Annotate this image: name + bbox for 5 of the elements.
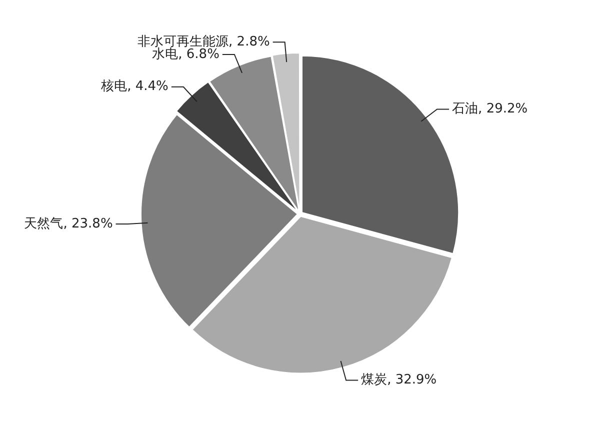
slice-label: 天然气, 23.8% <box>24 216 113 232</box>
slice-label: 煤炭, 32.9% <box>361 372 437 388</box>
slice-label: 石油, 29.2% <box>452 102 528 117</box>
slice-label: 水电, 6.8% <box>152 46 220 62</box>
slice-label: 核电, 4.4% <box>100 79 168 94</box>
